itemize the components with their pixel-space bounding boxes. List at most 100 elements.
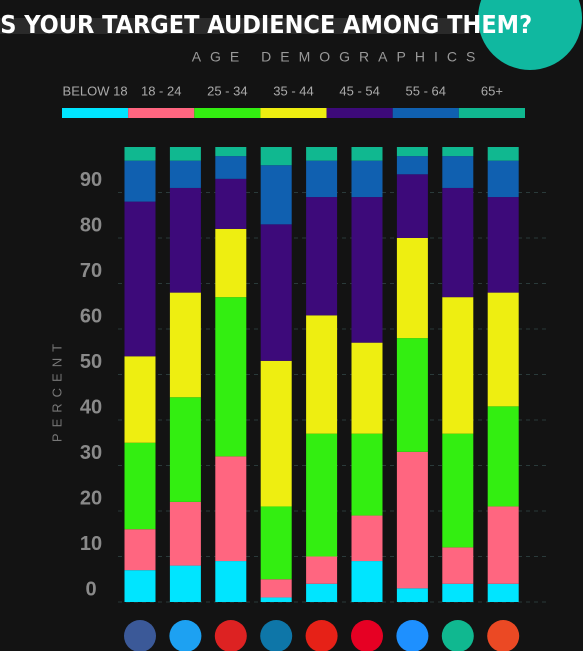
bar-segment xyxy=(169,187,201,293)
bar-segment xyxy=(306,160,338,198)
badge-icon xyxy=(478,0,582,70)
legend-label: 18 - 24 xyxy=(141,83,181,98)
bar-segment xyxy=(124,529,156,571)
y-axis-label: PERCENT xyxy=(49,338,64,442)
bar-segment xyxy=(351,515,383,562)
bar-segment xyxy=(124,147,156,161)
bar-segment xyxy=(442,187,474,298)
bar-segment xyxy=(260,579,292,598)
bar-segment xyxy=(442,297,474,434)
bar-segment xyxy=(215,147,247,157)
bar-segment xyxy=(306,433,338,557)
bar-segment xyxy=(260,165,292,225)
legend-label: 55 - 64 xyxy=(406,83,446,98)
legend-label: 35 - 44 xyxy=(273,83,313,98)
bar-segment xyxy=(306,315,338,434)
y-tick-label: 60 xyxy=(80,305,102,327)
bar-segment xyxy=(351,342,383,434)
bar-segment xyxy=(442,433,474,548)
bar-segment xyxy=(487,506,519,584)
legend-swatch xyxy=(392,108,459,118)
category-icon xyxy=(441,620,474,651)
legend-label: BELOW 18 xyxy=(63,83,128,98)
y-tick-label: 50 xyxy=(80,351,102,373)
bar-segment xyxy=(260,147,292,166)
category-icon xyxy=(305,620,338,651)
y-tick-label: 20 xyxy=(80,487,102,509)
y-tick-label: 10 xyxy=(80,533,102,555)
y-tick-label: 70 xyxy=(80,260,102,282)
bar-segment xyxy=(124,356,156,443)
bar-segment xyxy=(124,442,156,530)
category-icon xyxy=(351,620,383,651)
bar-segment xyxy=(396,174,428,238)
legend-label: 65+ xyxy=(481,83,503,98)
chart-subtitle: AGE DEMOGRAPHICS xyxy=(192,49,485,65)
bar-segment xyxy=(169,501,201,566)
bar-segment xyxy=(124,201,156,357)
bar-segment xyxy=(487,197,519,293)
bar-segment xyxy=(306,583,338,602)
bar-segment xyxy=(396,156,428,175)
legend-label: 25 - 34 xyxy=(207,83,247,98)
bar-segment xyxy=(396,238,428,339)
bar-segment xyxy=(169,397,201,502)
bar-segment xyxy=(306,147,338,161)
y-tick-label: 90 xyxy=(80,169,102,191)
bar-segment xyxy=(442,147,474,157)
y-tick-label: 80 xyxy=(80,214,102,236)
legend-label: 45 - 54 xyxy=(339,83,379,98)
bar-segment xyxy=(215,297,247,457)
bar-segment xyxy=(396,588,428,602)
bar-segment xyxy=(487,147,519,161)
bar-segment xyxy=(124,160,156,202)
title-band xyxy=(0,18,470,34)
bar-segment xyxy=(442,156,474,188)
bar-segment xyxy=(396,338,428,452)
bar-segment xyxy=(260,224,292,361)
legend-swatch xyxy=(260,108,327,118)
bar-segment xyxy=(351,197,383,343)
bar-segment xyxy=(215,178,247,229)
y-tick-label: 0 xyxy=(85,578,96,600)
legend-swatch xyxy=(128,108,195,118)
bar-segment xyxy=(215,456,247,562)
bar-segment xyxy=(487,583,519,602)
bar-segment xyxy=(442,583,474,602)
y-tick-label: 30 xyxy=(80,442,102,464)
bar-segment xyxy=(487,292,519,407)
category-icon xyxy=(214,620,247,651)
bar-segment xyxy=(396,147,428,157)
category-icon xyxy=(487,620,520,651)
legend-swatch xyxy=(458,108,525,118)
bar-segment xyxy=(306,556,338,584)
bar-segment xyxy=(169,160,201,188)
bar-segment xyxy=(260,597,292,602)
category-icon xyxy=(124,620,156,651)
bar-segment xyxy=(215,228,247,298)
bar-segment xyxy=(124,570,156,602)
category-icon xyxy=(396,620,429,651)
bar-segment xyxy=(215,156,247,179)
chart-title: IS YOUR TARGET AUDIENCE AMONG THEM? xyxy=(0,10,532,39)
bar-segment xyxy=(487,160,519,198)
bar-segment xyxy=(396,451,428,589)
bar-segment xyxy=(260,360,292,507)
legend-swatch xyxy=(326,108,393,118)
bar-segment xyxy=(487,406,519,507)
bar-segment xyxy=(306,197,338,316)
category-icon xyxy=(260,620,293,651)
bar-segment xyxy=(351,160,383,198)
bar-segment xyxy=(351,561,383,602)
y-tick-label: 40 xyxy=(80,396,102,418)
bar-segment xyxy=(215,561,247,602)
bar-segment xyxy=(351,147,383,161)
category-icon xyxy=(169,620,202,651)
bar-segment xyxy=(169,147,201,161)
bar-segment xyxy=(169,292,201,398)
legend-swatch xyxy=(62,108,129,118)
bar-segment xyxy=(169,565,201,602)
legend-swatch xyxy=(194,108,261,118)
bar-segment xyxy=(351,433,383,516)
